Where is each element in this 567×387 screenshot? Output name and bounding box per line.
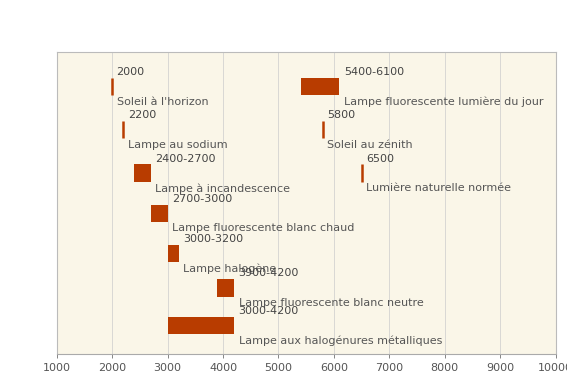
Text: Lampe fluorescente blanc neutre: Lampe fluorescente blanc neutre xyxy=(239,298,424,308)
Bar xyxy=(168,245,179,262)
Text: 5400-6100: 5400-6100 xyxy=(344,67,404,77)
Text: Lampe aux halogénures métalliques: Lampe aux halogénures métalliques xyxy=(239,336,442,346)
Bar xyxy=(218,279,234,296)
Bar xyxy=(301,78,340,95)
Text: 2700-3000: 2700-3000 xyxy=(172,194,232,204)
Text: Soleil au zénith: Soleil au zénith xyxy=(327,140,413,150)
Text: 3900-4200: 3900-4200 xyxy=(239,269,299,279)
Bar xyxy=(134,164,151,182)
Text: 3000-4200: 3000-4200 xyxy=(239,306,299,316)
Text: Lumière naturelle normée: Lumière naturelle normée xyxy=(366,183,511,193)
Text: Lampe à incandescence: Lampe à incandescence xyxy=(155,183,290,194)
Text: Lampe fluorescente blanc chaud: Lampe fluorescente blanc chaud xyxy=(172,223,354,233)
Text: 2000: 2000 xyxy=(117,67,145,77)
Text: Lampe halogène: Lampe halogène xyxy=(183,264,276,274)
Text: Lampe au sodium: Lampe au sodium xyxy=(128,140,227,150)
Text: 2200: 2200 xyxy=(128,110,156,120)
Text: Température en Kelvin: Température en Kelvin xyxy=(177,13,390,31)
Text: 6500: 6500 xyxy=(366,154,394,163)
Text: Soleil à l'horizon: Soleil à l'horizon xyxy=(117,97,208,107)
Text: 3000-3200: 3000-3200 xyxy=(183,234,243,244)
Bar xyxy=(168,317,234,334)
Text: 5800: 5800 xyxy=(327,110,356,120)
Bar xyxy=(151,205,168,222)
Text: 2400-2700: 2400-2700 xyxy=(155,154,216,163)
Text: Lampe fluorescente lumière du jour: Lampe fluorescente lumière du jour xyxy=(344,97,543,107)
